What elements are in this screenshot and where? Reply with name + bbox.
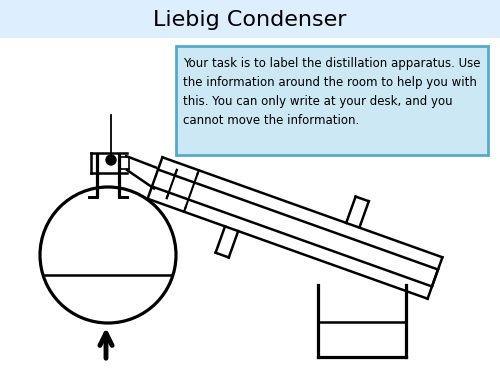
FancyBboxPatch shape — [176, 46, 488, 155]
Text: Liebig Condenser: Liebig Condenser — [153, 10, 347, 30]
FancyBboxPatch shape — [0, 0, 500, 38]
Circle shape — [106, 155, 116, 165]
Text: Your task is to label the distillation apparatus. Use
the information around the: Your task is to label the distillation a… — [183, 57, 480, 127]
